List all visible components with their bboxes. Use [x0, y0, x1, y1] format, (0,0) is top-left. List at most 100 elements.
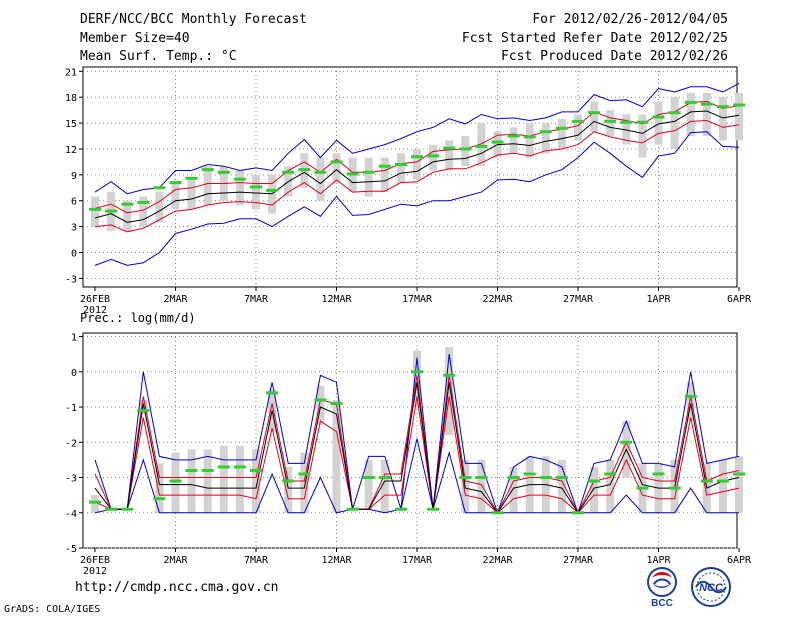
plot-frame — [82, 66, 738, 288]
median-marker — [282, 170, 295, 174]
ensemble-range-box — [139, 196, 148, 227]
median-marker — [491, 511, 504, 515]
ensemble-range-box — [477, 123, 486, 167]
y-tick-label: -5 — [65, 544, 77, 555]
grads-credit: GrADS: COLA/IGES — [4, 604, 101, 615]
median-marker — [507, 476, 520, 480]
ensemble-range-box — [702, 92, 711, 137]
median-marker — [250, 468, 262, 472]
ensemble-range-box — [123, 200, 132, 231]
precip-panel-title: Prec.: log(mm/d) — [80, 311, 196, 325]
ensemble-range-box — [509, 466, 518, 513]
median-marker — [572, 119, 584, 123]
median-marker — [604, 119, 617, 123]
median-marker — [394, 162, 407, 166]
median-marker — [250, 185, 262, 189]
ncc-logo: NCC — [691, 567, 731, 607]
median-marker — [523, 472, 536, 476]
median-marker — [266, 391, 279, 395]
ensemble-range-box — [235, 170, 244, 206]
ensemble-range-box — [541, 123, 550, 154]
x-tick-label: 1APR — [646, 555, 671, 566]
median-marker — [716, 479, 729, 483]
x-tick-sublabel: 2012 — [83, 305, 107, 316]
y-tick-label: 0 — [71, 248, 77, 259]
ensemble-range-box — [252, 449, 260, 513]
median-marker — [394, 507, 407, 511]
ensemble-range-box — [445, 140, 454, 171]
ensemble-range-box — [606, 459, 615, 513]
x-tick-sublabel: 2012 — [83, 566, 107, 577]
median-marker — [201, 468, 214, 472]
x-tick-label: 12MAR — [321, 294, 352, 305]
median-marker — [652, 115, 665, 119]
median-marker — [185, 468, 198, 472]
upper-std-line — [94, 375, 740, 514]
median-marker — [362, 170, 375, 174]
bcc-logo: BCC — [647, 567, 677, 608]
median-marker — [588, 479, 601, 483]
source-url[interactable]: http://cmdp.ncc.cma.gov.cn — [75, 580, 279, 595]
median-marker — [668, 486, 681, 490]
ensemble-range-box — [590, 466, 599, 513]
x-tick-label: 26FEB — [80, 294, 110, 305]
median-marker — [298, 472, 311, 476]
ensemble-range-box — [91, 196, 99, 227]
ensemble-range-box — [300, 452, 309, 513]
ensemble-mean-line — [94, 110, 740, 223]
x-tick-label: 17MAR — [402, 555, 433, 566]
median-marker — [700, 479, 713, 483]
median-marker — [684, 100, 697, 104]
median-marker — [572, 511, 584, 515]
ensemble-range-box — [219, 445, 228, 513]
x-tick-label: 6APR — [727, 294, 752, 305]
x-tick-label: 27MAR — [563, 555, 594, 566]
median-marker — [217, 465, 230, 469]
ensemble-range-box — [445, 347, 454, 436]
x-tick-label: 2MAR — [163, 555, 188, 566]
median-marker — [169, 479, 182, 483]
median-marker — [668, 111, 681, 115]
y-tick-label: 21 — [65, 67, 77, 78]
x-tick-label: 7MAR — [244, 294, 269, 305]
median-marker — [314, 398, 327, 402]
median-marker — [636, 486, 649, 490]
x-tick-label: 27MAR — [563, 294, 594, 305]
forecast-started-date: Fcst Started Refer Date 2012/02/25 — [461, 31, 728, 46]
y-tick-label: 1 — [71, 333, 77, 344]
min-line — [94, 131, 740, 266]
median-marker — [459, 476, 472, 480]
ensemble-range-box — [91, 495, 99, 513]
ensemble-mean-line — [94, 382, 740, 514]
median-marker — [411, 370, 423, 374]
plot-frame — [82, 332, 738, 549]
ensemble-range-box — [606, 110, 615, 137]
ensemble-range-box — [203, 166, 212, 206]
median-marker — [346, 507, 359, 511]
median-marker — [105, 507, 118, 511]
ensemble-range-box — [284, 466, 293, 513]
x-tick-label: 1APR — [646, 294, 671, 305]
median-marker — [266, 188, 279, 192]
x-tick-label: 12MAR — [321, 555, 352, 566]
median-marker — [378, 476, 391, 480]
median-marker — [475, 476, 488, 480]
median-marker — [153, 186, 166, 190]
median-marker — [475, 144, 488, 148]
median-marker — [700, 102, 713, 106]
median-marker — [507, 134, 520, 138]
ensemble-range-box — [686, 382, 695, 422]
ensemble-range-box — [413, 148, 421, 180]
median-marker — [346, 172, 359, 176]
median-marker — [314, 170, 327, 174]
ensemble-range-box — [187, 179, 196, 210]
x-tick-label: 22MAR — [482, 294, 513, 305]
median-marker — [233, 177, 246, 181]
ensemble-range-box — [477, 459, 486, 513]
x-tick-label: 17MAR — [402, 294, 433, 305]
y-tick-label: 18 — [65, 93, 77, 104]
ensemble-range-box — [171, 183, 180, 210]
median-marker — [201, 168, 214, 172]
median-marker — [217, 170, 230, 174]
